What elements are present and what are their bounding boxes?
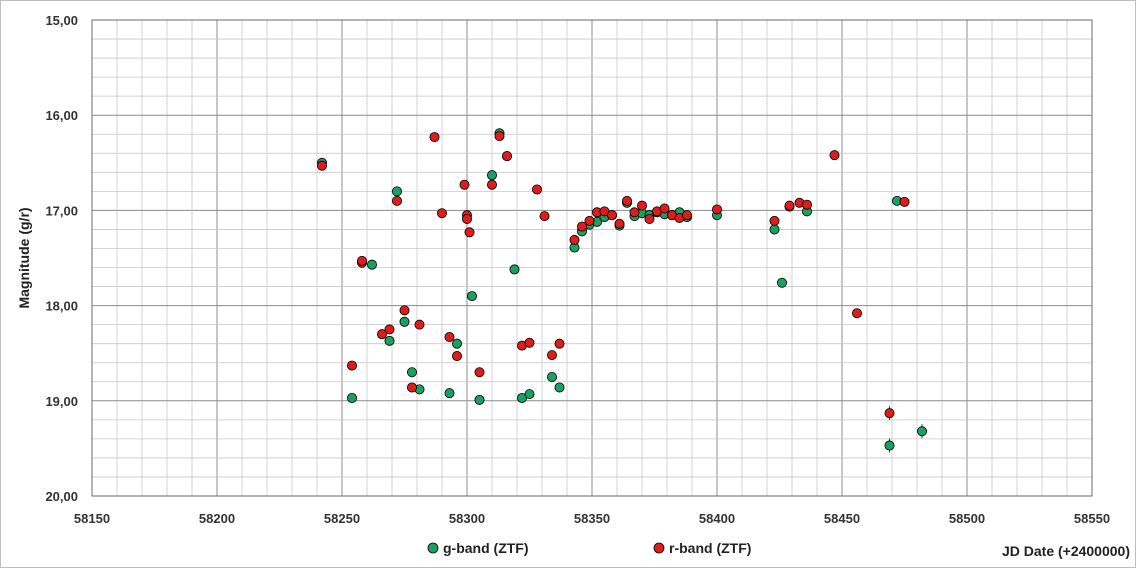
- data-point-r-band: [399, 305, 410, 316]
- data-point-r-band: [444, 332, 455, 343]
- data-point-r-band: [316, 160, 327, 171]
- data-point-r-band: [682, 210, 693, 221]
- data-point-r-band: [614, 218, 625, 229]
- data-point-g-band: [554, 382, 565, 393]
- data-point-r-band: [524, 337, 535, 348]
- data-point-r-band: [852, 308, 863, 319]
- y-tick-label: 19,00: [45, 394, 78, 409]
- data-point-r-band: [532, 184, 543, 195]
- data-point-r-band: [622, 195, 633, 206]
- data-point-r-band: [501, 151, 512, 162]
- legend: g-band (ZTF) r-band (ZTF): [427, 540, 751, 556]
- x-tick-label: 58150: [74, 511, 110, 526]
- data-point-r-band: [356, 255, 367, 266]
- legend-marker-g-band: [427, 542, 439, 554]
- data-point-g-band: [524, 389, 535, 400]
- legend-label-r-band: r-band (ZTF): [669, 540, 751, 556]
- data-point-g-band: [346, 392, 357, 403]
- data-point-g-band: [486, 170, 497, 181]
- data-point-g-band: [777, 277, 788, 288]
- data-point-r-band: [429, 132, 440, 143]
- y-tick-label: 20,00: [45, 489, 78, 504]
- data-point-g-band: [391, 186, 402, 197]
- y-axis-title: Magnitude (g/r): [16, 207, 32, 308]
- data-point-r-band: [406, 382, 417, 393]
- data-point-r-band: [554, 338, 565, 349]
- x-tick-label: 58400: [699, 511, 735, 526]
- legend-label-g-band: g-band (ZTF): [443, 540, 529, 556]
- x-axis-title: JD Date (+2400000): [1002, 543, 1130, 559]
- y-tick-label: 17,00: [45, 203, 78, 218]
- x-tick-label: 58450: [824, 511, 860, 526]
- data-point-r-band: [414, 319, 425, 330]
- data-point-r-band: [569, 234, 580, 245]
- data-point-g-band: [384, 335, 395, 346]
- data-points: [316, 128, 928, 453]
- data-point-r-band: [884, 408, 895, 419]
- data-point-r-band: [494, 131, 505, 142]
- data-point-r-band: [629, 207, 640, 218]
- data-point-g-band: [466, 291, 477, 302]
- x-tick-label: 58500: [949, 511, 985, 526]
- x-tick-label: 58350: [574, 511, 610, 526]
- data-point-g-band: [406, 367, 417, 378]
- data-point-g-band: [547, 371, 558, 382]
- data-point-r-band: [436, 208, 447, 219]
- data-point-r-band: [459, 179, 470, 190]
- data-point-r-band: [391, 195, 402, 206]
- data-point-g-band: [444, 388, 455, 399]
- x-tick-label: 58550: [1074, 511, 1110, 526]
- data-point-r-band: [899, 196, 910, 207]
- data-point-r-band: [384, 324, 395, 335]
- data-point-r-band: [584, 215, 595, 226]
- data-point-r-band: [539, 211, 550, 222]
- data-point-r-band: [829, 150, 840, 161]
- gridlines: [91, 19, 1093, 497]
- data-point-g-band: [509, 264, 520, 275]
- y-tick-label: 16,00: [45, 108, 78, 123]
- data-point-g-band: [474, 394, 485, 405]
- data-point-r-band: [607, 210, 618, 221]
- data-point-r-band: [376, 329, 387, 340]
- legend-marker-r-band: [653, 542, 665, 554]
- data-point-r-band: [802, 199, 813, 210]
- data-point-r-band: [346, 360, 357, 371]
- data-point-r-band: [712, 204, 723, 215]
- y-axis-ticks: 15,00 16,00 17,00 18,00 19,00 20,00: [45, 13, 78, 504]
- x-tick-label: 58250: [324, 511, 360, 526]
- data-point-g-band: [451, 338, 462, 349]
- data-point-g-band: [399, 316, 410, 327]
- data-point-r-band: [769, 215, 780, 226]
- data-point-r-band: [464, 227, 475, 238]
- x-axis-ticks: 58150 58200 58250 58300 58350 58400 58450 58500…: [74, 511, 1110, 526]
- y-tick-label: 15,00: [45, 13, 78, 28]
- data-point-r-band: [784, 200, 795, 211]
- data-point-r-band: [451, 351, 462, 362]
- data-point-r-band: [547, 350, 558, 361]
- data-point-g-band: [769, 224, 780, 235]
- data-point-r-band: [637, 200, 648, 211]
- data-point-g-band: [884, 440, 895, 451]
- x-tick-label: 58300: [449, 511, 485, 526]
- data-point-g-band: [366, 259, 377, 270]
- data-point-r-band: [486, 179, 497, 190]
- data-point-r-band: [577, 221, 588, 232]
- data-point-g-band: [917, 426, 928, 437]
- data-point-r-band: [461, 213, 472, 224]
- plot-area: [91, 19, 1093, 497]
- data-point-r-band: [644, 213, 655, 224]
- data-point-r-band: [474, 367, 485, 378]
- y-tick-label: 18,00: [45, 299, 78, 314]
- x-tick-label: 58200: [199, 511, 235, 526]
- data-point-r-band: [659, 203, 670, 214]
